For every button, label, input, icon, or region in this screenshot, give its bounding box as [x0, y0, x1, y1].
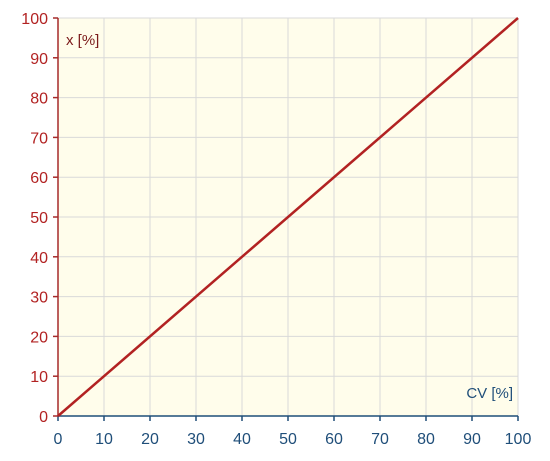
y-tick-label: 0 [39, 409, 48, 426]
axes [53, 17, 519, 421]
y-tick-label: 100 [21, 11, 48, 28]
x-tick-label: 90 [463, 431, 481, 448]
series-line [57, 17, 519, 417]
y-tick-label: 80 [30, 91, 48, 108]
y-tick-label: 90 [30, 51, 48, 68]
x-tick-label: 50 [279, 431, 297, 448]
x-tick-label: 30 [187, 431, 205, 448]
x-tick-label: 60 [325, 431, 343, 448]
y-tick-label: 60 [30, 170, 48, 187]
x-tick-label: 100 [505, 431, 532, 448]
x-tick-label: 80 [417, 431, 435, 448]
x-axis-title: CV [%] [466, 385, 513, 402]
y-tick-label: 40 [30, 250, 48, 267]
x-tick-label: 40 [233, 431, 251, 448]
y-tick-label: 70 [30, 130, 48, 147]
series-group [57, 17, 519, 417]
tick-labels: 0 10 20 30 40 50 60 70 80 90 100 0 10 20 30 40 50 60 70 80 9… [21, 11, 531, 448]
x-tick-label: 70 [371, 431, 389, 448]
y-tick-label: 20 [30, 329, 48, 346]
x-tick-label: 20 [141, 431, 159, 448]
x-tick-label: 0 [54, 431, 63, 448]
y-tick-label: 30 [30, 290, 48, 307]
y-tick-label: 50 [30, 210, 48, 227]
x-tick-label: 10 [95, 431, 113, 448]
y-axis-title: x [%] [66, 32, 99, 49]
y-tick-label: 10 [30, 369, 48, 386]
